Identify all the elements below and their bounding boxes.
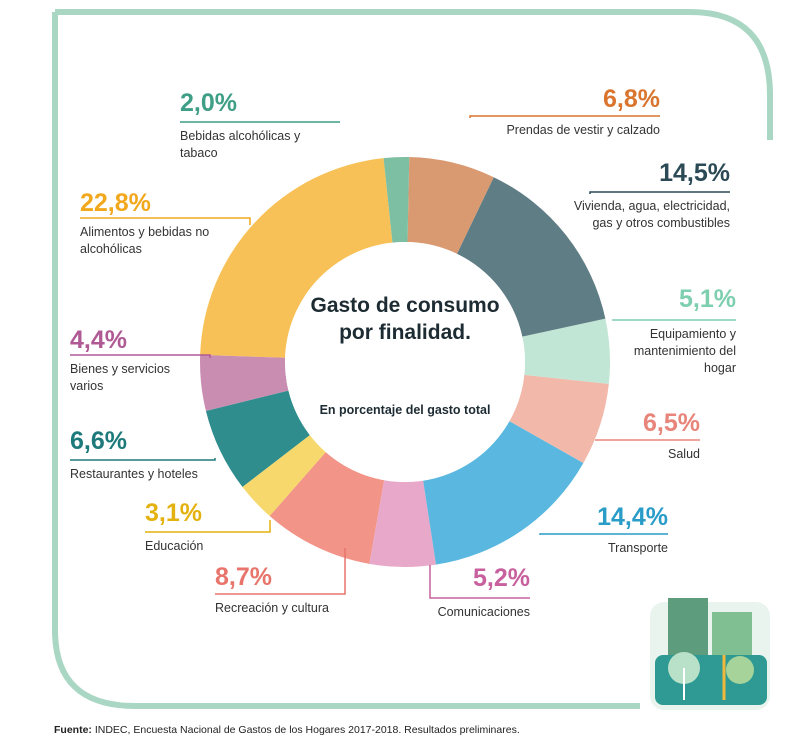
chart-subtitle: En porcentaje del gasto total xyxy=(319,403,491,417)
donut-hole xyxy=(285,242,525,482)
category-label: Transporte xyxy=(608,541,668,555)
value-label: 8,7% xyxy=(215,563,272,591)
donut-segment xyxy=(242,435,326,517)
donut-segment xyxy=(509,374,609,463)
value-label: 22,8% xyxy=(80,189,151,217)
category-label: Prendas de vestir y calzado xyxy=(506,123,660,137)
value-label: 4,4% xyxy=(70,326,127,354)
leader-line xyxy=(80,217,251,225)
donut-segment xyxy=(205,390,310,487)
chart-title: Gasto de consumo por finalidad. xyxy=(310,294,500,344)
frame xyxy=(55,9,773,140)
value-label: 14,4% xyxy=(597,503,668,531)
donut-segment xyxy=(200,158,393,358)
donut-segment xyxy=(423,421,584,565)
leader-line xyxy=(469,115,660,118)
category-label: Educación xyxy=(145,539,204,553)
donut-segment xyxy=(522,318,610,384)
value-label: 5,1% xyxy=(679,285,736,313)
value-label: 3,1% xyxy=(145,499,202,527)
value-label: 6,8% xyxy=(603,85,660,113)
category-label: Vivienda, agua, electricidad, gas y otro… xyxy=(573,199,730,230)
donut-segment xyxy=(269,452,385,564)
leader-line xyxy=(429,565,530,599)
value-label: 6,5% xyxy=(643,409,700,437)
leader-line xyxy=(215,548,346,595)
category-label: Restaurantes y hoteles xyxy=(70,467,198,481)
donut-segment xyxy=(383,157,410,243)
value-label: 2,0% xyxy=(180,89,237,117)
category-label: Comunicaciones xyxy=(437,605,530,619)
category-label: Equipamiento y mantenimiento del hogar xyxy=(633,327,736,375)
donut-segment xyxy=(407,157,494,254)
source: Fuente: INDEC, Encuesta Nacional de Gast… xyxy=(54,724,520,736)
category-label: Salud xyxy=(668,447,700,461)
category-label: Alimentos y bebidas no alcohólicas xyxy=(80,225,210,256)
leader-line xyxy=(145,520,271,533)
donut-segment xyxy=(200,354,289,411)
source-text: INDEC, Encuesta Nacional de Gastos de lo… xyxy=(94,724,520,736)
donut-segment xyxy=(456,177,606,337)
leader-line xyxy=(539,533,668,535)
source-label: Fuente: xyxy=(54,724,92,736)
frame xyxy=(52,12,640,709)
leader-line xyxy=(70,354,211,358)
value-label: 6,6% xyxy=(70,427,127,455)
leader-line xyxy=(70,458,216,461)
value-label: 14,5% xyxy=(659,159,730,187)
category-label: Bienes y servicios varios xyxy=(70,362,171,393)
city-icon xyxy=(650,598,770,710)
leader-line xyxy=(589,191,730,194)
category-label: Recreación y cultura xyxy=(215,601,329,615)
category-label: Bebidas alcohólicas y tabaco xyxy=(180,129,301,160)
donut-segment xyxy=(369,480,436,567)
value-label: 5,2% xyxy=(473,564,530,592)
